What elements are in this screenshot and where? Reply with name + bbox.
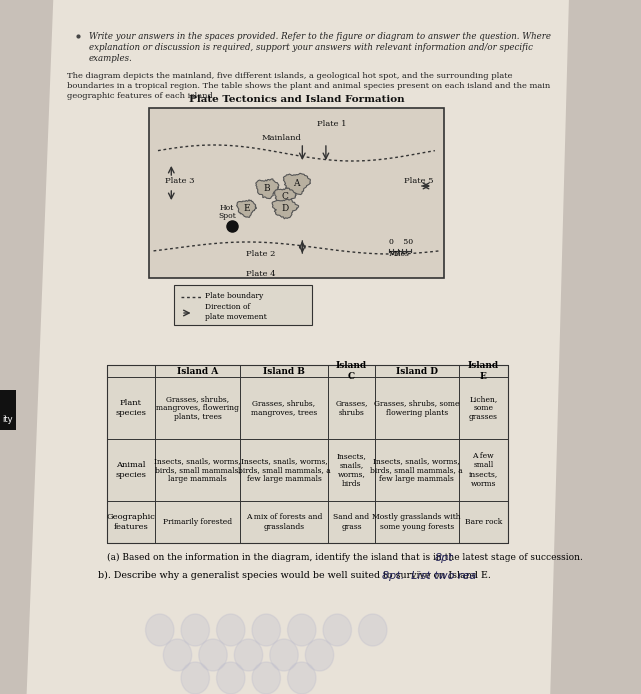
- Text: A few
small
insects,
worms: A few small insects, worms: [469, 452, 498, 488]
- Text: C: C: [281, 192, 288, 201]
- Bar: [149, 108, 444, 278]
- Bar: [0, 390, 16, 430]
- Text: Grasses, shrubs,
mangroves, flowering
plants, trees: Grasses, shrubs, mangroves, flowering pl…: [156, 395, 239, 421]
- Circle shape: [288, 662, 316, 694]
- Text: Grasses,
shrubs: Grasses, shrubs: [335, 400, 368, 416]
- Text: examples.: examples.: [88, 54, 133, 63]
- Text: B: B: [263, 183, 271, 192]
- Polygon shape: [256, 179, 279, 198]
- Circle shape: [252, 662, 281, 694]
- Bar: [174, 285, 312, 325]
- Text: Plate 1: Plate 1: [317, 120, 347, 128]
- Polygon shape: [27, 0, 569, 694]
- Text: D: D: [281, 203, 288, 212]
- Text: Primarily forested: Primarily forested: [163, 518, 232, 526]
- Text: Bare rock: Bare rock: [465, 518, 502, 526]
- Circle shape: [270, 639, 298, 671]
- Circle shape: [163, 639, 192, 671]
- Text: Island A: Island A: [177, 366, 218, 375]
- Circle shape: [146, 614, 174, 646]
- Text: boundaries in a tropical region. The table shows the plant and animal species pr: boundaries in a tropical region. The tab…: [67, 82, 550, 90]
- Text: Hot: Hot: [220, 204, 235, 212]
- Text: Grasses, shrubs,
mangroves, trees: Grasses, shrubs, mangroves, trees: [251, 400, 317, 416]
- Text: Plate 5: Plate 5: [404, 177, 433, 185]
- Circle shape: [235, 639, 263, 671]
- Text: Miles: Miles: [389, 250, 410, 258]
- Text: Lichen,
some
grasses: Lichen, some grasses: [469, 395, 498, 421]
- Text: Plate 2: Plate 2: [246, 250, 276, 258]
- Text: Sand and
grass: Sand and grass: [333, 514, 369, 531]
- Text: Plate 4: Plate 4: [246, 270, 276, 278]
- Polygon shape: [283, 174, 310, 194]
- Text: 0    50: 0 50: [388, 238, 413, 246]
- Text: ity: ity: [3, 415, 13, 424]
- Text: Plate 3: Plate 3: [165, 177, 195, 185]
- Text: 8pt.  List two rea: 8pt. List two rea: [381, 571, 476, 581]
- Text: Plate boundary: Plate boundary: [205, 292, 263, 300]
- Circle shape: [358, 614, 387, 646]
- Polygon shape: [272, 199, 299, 219]
- Bar: [106, 365, 508, 543]
- Text: A mix of forests and
grasslands: A mix of forests and grasslands: [246, 514, 322, 531]
- Circle shape: [217, 614, 245, 646]
- Text: Animal
species: Animal species: [115, 462, 146, 479]
- Text: A: A: [293, 178, 300, 187]
- Text: explanation or discussion is required, support your answers with relevant inform: explanation or discussion is required, s…: [88, 43, 533, 52]
- Text: Insects, snails, worms,
birds, small mammals, a
few large mammals: Insects, snails, worms, birds, small mam…: [370, 457, 463, 483]
- Text: Mainland: Mainland: [262, 134, 302, 142]
- Circle shape: [181, 662, 210, 694]
- Circle shape: [288, 614, 316, 646]
- Text: Island D: Island D: [395, 366, 438, 375]
- Circle shape: [199, 639, 227, 671]
- Text: Plate Tectonics and Island Formation: Plate Tectonics and Island Formation: [188, 95, 404, 104]
- Text: (a) Based on the information in the diagram, identify the island that is in the : (a) Based on the information in the diag…: [106, 553, 583, 562]
- Text: Spot: Spot: [219, 212, 236, 220]
- Text: Direction of
plate movement: Direction of plate movement: [205, 303, 267, 321]
- Circle shape: [305, 639, 334, 671]
- Text: Island B: Island B: [263, 366, 305, 375]
- Circle shape: [323, 614, 351, 646]
- Circle shape: [252, 614, 281, 646]
- Text: Geographic
features: Geographic features: [106, 514, 155, 531]
- Text: Grasses, shrubs, some
flowering plants: Grasses, shrubs, some flowering plants: [374, 400, 460, 416]
- Polygon shape: [274, 188, 296, 205]
- Text: Insects,
snails,
worms,
birds: Insects, snails, worms, birds: [337, 452, 367, 488]
- Text: Mostly grasslands with
some young forests: Mostly grasslands with some young forest…: [372, 514, 461, 531]
- Text: geographic features of each island.: geographic features of each island.: [67, 92, 215, 100]
- Text: The diagram depicts the mainland, five different islands, a geological hot spot,: The diagram depicts the mainland, five d…: [67, 72, 512, 80]
- Text: Write your answers in the spaces provided. Refer to the figure or diagram to ans: Write your answers in the spaces provide…: [88, 32, 551, 41]
- Text: E: E: [243, 203, 249, 212]
- Polygon shape: [237, 200, 256, 217]
- Text: b). Describe why a generalist species would be well suited to survive on Island : b). Describe why a generalist species wo…: [97, 571, 490, 580]
- Text: Island
E: Island E: [468, 362, 499, 381]
- Text: Insects, snails, worms,
birds, small mammals,
large mammals: Insects, snails, worms, birds, small mam…: [154, 457, 241, 483]
- Text: Insects, snails, worms,
birds, small mammals, a
few large mammals: Insects, snails, worms, birds, small mam…: [238, 457, 330, 483]
- Text: Island
C: Island C: [336, 362, 367, 381]
- Circle shape: [217, 662, 245, 694]
- Text: 8pt: 8pt: [435, 553, 454, 563]
- Circle shape: [181, 614, 210, 646]
- Text: Plant
species: Plant species: [115, 400, 146, 416]
